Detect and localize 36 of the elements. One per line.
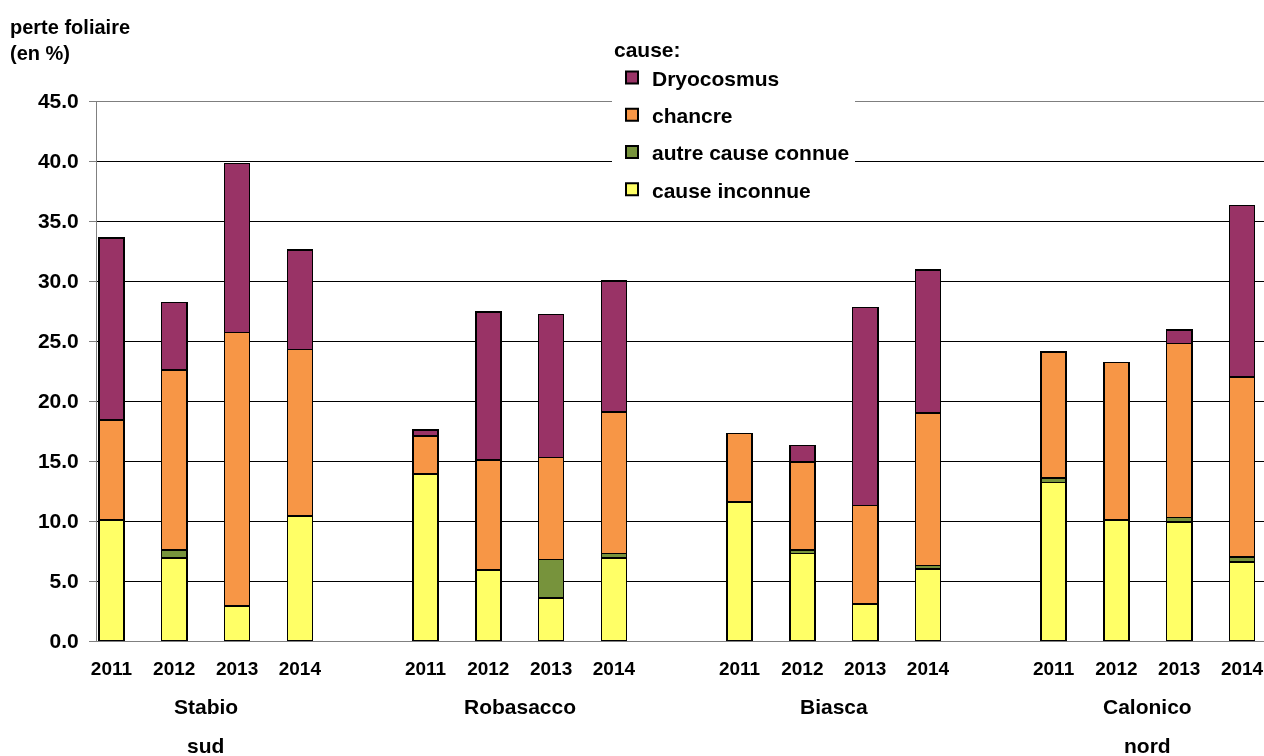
x-tick-label: 2014 — [1220, 657, 1264, 679]
x-tick-label: 2011 — [718, 657, 761, 679]
x-tick-label: 2013 — [529, 657, 573, 679]
x-tick-label: 2013 — [1158, 657, 1201, 679]
x-tick-label: 2014 — [906, 657, 950, 679]
x-tick-label: 2012 — [153, 657, 196, 679]
x-tick-label: 2012 — [1095, 657, 1138, 679]
x-tick-label: 2014 — [278, 657, 322, 679]
x-tick-label: 2011 — [1032, 657, 1075, 679]
legend-label: chancre — [652, 103, 733, 127]
y-tick-label: 20.0 — [37, 389, 79, 413]
x-tick-label: 2012 — [781, 657, 824, 679]
text: Biasca — [800, 695, 869, 718]
legend-label: Dryocosmus — [652, 66, 780, 90]
x-tick-label: 2012 — [467, 657, 510, 679]
y-tick-label: 5.0 — [49, 569, 79, 593]
text: Calonico nord — [1103, 695, 1192, 756]
y-tick-label: 30.0 — [37, 269, 79, 293]
y-tick-label: 10.0 — [37, 509, 79, 533]
x-tick-label: 2011 — [90, 657, 133, 679]
y-axis-title: perte foliaire (en %) — [10, 16, 131, 64]
legend-title: cause: — [614, 38, 681, 62]
y-tick-label: 40.0 — [37, 149, 79, 173]
y-tick-label: 15.0 — [37, 449, 79, 473]
x-tick-label: 2013 — [844, 657, 887, 679]
x-tick-label: 2014 — [592, 657, 636, 679]
x-tick-label: 2013 — [215, 657, 259, 679]
y-tick-label: 45.0 — [37, 89, 79, 113]
y-tick-label: 0.0 — [49, 629, 79, 653]
legend-label: cause inconnue — [652, 178, 811, 202]
y-tick-label: 25.0 — [37, 329, 79, 353]
legend-label: autre cause connue — [652, 141, 850, 165]
x-tick-label: 2011 — [404, 657, 447, 679]
text: Stabio sud — [174, 695, 239, 756]
y-tick-label: 35.0 — [37, 209, 79, 233]
text: Robasacco — [464, 695, 577, 718]
